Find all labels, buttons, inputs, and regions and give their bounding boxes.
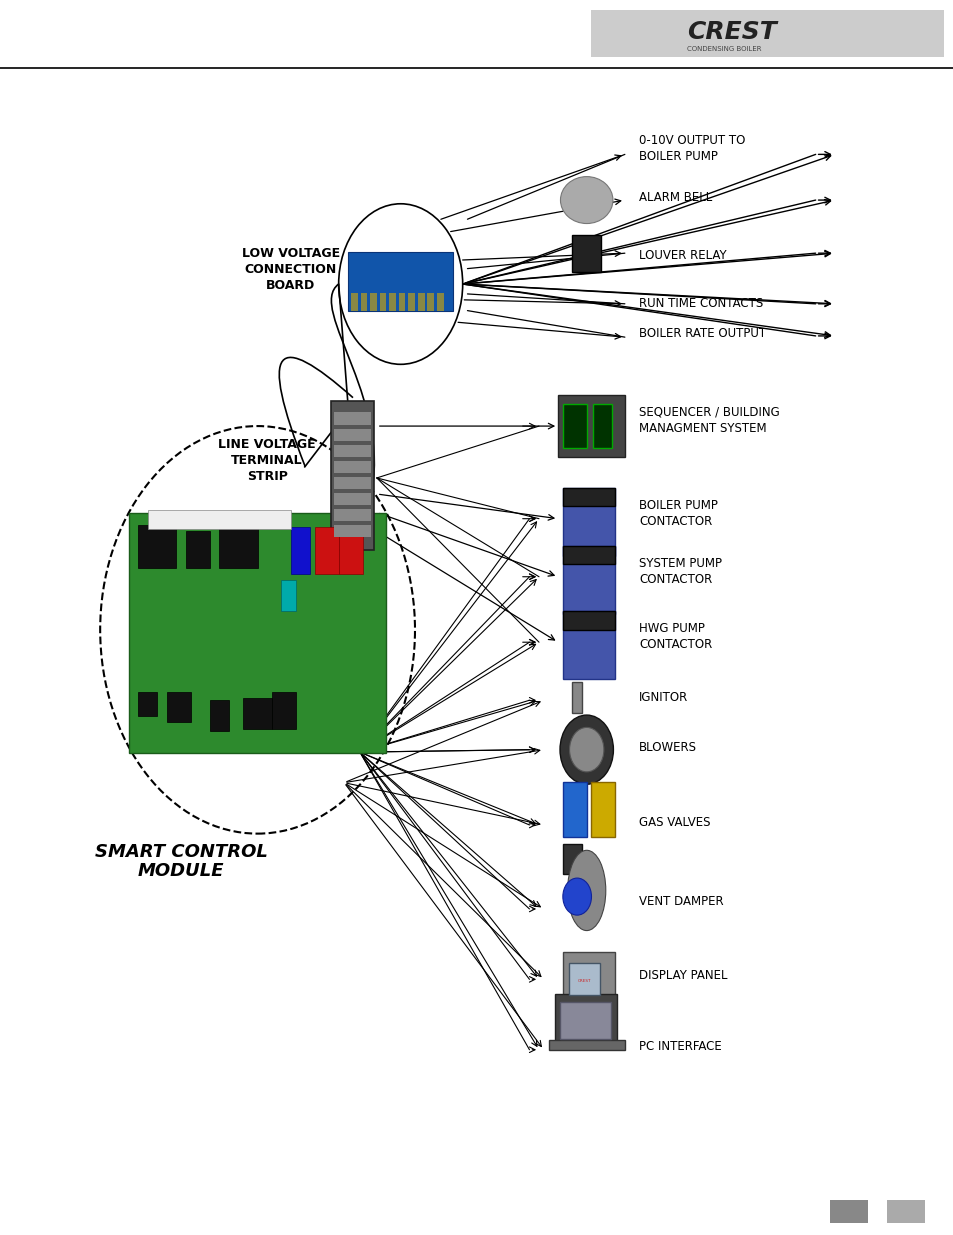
Text: GAS VALVES: GAS VALVES [639, 816, 710, 829]
FancyBboxPatch shape [591, 782, 615, 837]
FancyBboxPatch shape [436, 293, 443, 311]
FancyBboxPatch shape [389, 293, 395, 311]
FancyBboxPatch shape [829, 1200, 867, 1223]
FancyBboxPatch shape [360, 293, 367, 311]
FancyBboxPatch shape [562, 488, 615, 556]
FancyBboxPatch shape [417, 293, 424, 311]
FancyBboxPatch shape [281, 580, 295, 611]
Text: MANAGMENT SYSTEM: MANAGMENT SYSTEM [639, 422, 766, 435]
FancyBboxPatch shape [886, 1200, 924, 1223]
Text: BOILER PUMP: BOILER PUMP [639, 151, 718, 163]
Circle shape [559, 715, 613, 784]
FancyBboxPatch shape [138, 692, 157, 716]
Text: ALARM BELL: ALARM BELL [639, 191, 712, 204]
Text: CONTACTOR: CONTACTOR [639, 638, 712, 651]
FancyBboxPatch shape [427, 293, 434, 311]
Text: BLOWERS: BLOWERS [639, 741, 697, 753]
Text: CREST: CREST [686, 20, 776, 44]
FancyBboxPatch shape [559, 1002, 610, 1039]
FancyBboxPatch shape [334, 509, 371, 521]
FancyBboxPatch shape [555, 994, 617, 1044]
FancyBboxPatch shape [370, 293, 376, 311]
Text: LOUVER RELAY: LOUVER RELAY [639, 249, 726, 262]
Text: RUN TIME CONTACTS: RUN TIME CONTACTS [639, 298, 762, 310]
Text: CONTACTOR: CONTACTOR [639, 573, 712, 585]
FancyBboxPatch shape [562, 546, 615, 564]
FancyBboxPatch shape [219, 513, 257, 568]
FancyBboxPatch shape [186, 531, 210, 568]
FancyBboxPatch shape [562, 611, 615, 630]
FancyBboxPatch shape [334, 493, 371, 505]
FancyBboxPatch shape [408, 293, 415, 311]
Text: LOW VOLTAGE: LOW VOLTAGE [242, 247, 339, 259]
FancyBboxPatch shape [291, 527, 310, 574]
FancyBboxPatch shape [334, 445, 371, 457]
Text: VENT DAMPER: VENT DAMPER [639, 895, 723, 908]
FancyBboxPatch shape [331, 401, 374, 550]
FancyBboxPatch shape [562, 546, 615, 614]
FancyBboxPatch shape [562, 782, 586, 837]
Text: HWG PUMP: HWG PUMP [639, 622, 704, 635]
Ellipse shape [567, 850, 605, 931]
FancyBboxPatch shape [167, 692, 191, 722]
FancyBboxPatch shape [334, 525, 371, 537]
FancyBboxPatch shape [243, 698, 272, 729]
FancyBboxPatch shape [568, 963, 599, 995]
FancyBboxPatch shape [138, 525, 176, 568]
FancyBboxPatch shape [572, 235, 600, 272]
Text: LINE VOLTAGE: LINE VOLTAGE [218, 438, 315, 451]
FancyBboxPatch shape [398, 293, 405, 311]
FancyBboxPatch shape [562, 488, 615, 506]
Text: CREST: CREST [578, 978, 591, 983]
Text: BOILER PUMP: BOILER PUMP [639, 499, 718, 511]
FancyBboxPatch shape [272, 692, 295, 729]
FancyBboxPatch shape [334, 429, 371, 441]
FancyBboxPatch shape [379, 293, 386, 311]
FancyBboxPatch shape [562, 611, 615, 679]
FancyBboxPatch shape [593, 404, 612, 448]
FancyBboxPatch shape [562, 404, 586, 448]
FancyBboxPatch shape [334, 461, 371, 473]
Circle shape [569, 727, 603, 772]
FancyBboxPatch shape [562, 952, 615, 1007]
Text: BOILER RATE OUTPUT: BOILER RATE OUTPUT [639, 327, 765, 340]
FancyBboxPatch shape [562, 844, 581, 874]
Circle shape [562, 878, 591, 915]
Text: BOARD: BOARD [266, 279, 315, 291]
Text: IGNITOR: IGNITOR [639, 692, 688, 704]
FancyBboxPatch shape [548, 1040, 624, 1050]
Text: MODULE: MODULE [138, 862, 224, 879]
FancyBboxPatch shape [591, 10, 943, 57]
Text: SYSTEM PUMP: SYSTEM PUMP [639, 557, 721, 569]
FancyBboxPatch shape [129, 513, 386, 753]
Text: PC INTERFACE: PC INTERFACE [639, 1040, 721, 1052]
Text: 0-10V OUTPUT TO: 0-10V OUTPUT TO [639, 135, 745, 147]
FancyBboxPatch shape [351, 293, 357, 311]
FancyBboxPatch shape [148, 510, 291, 529]
FancyBboxPatch shape [334, 412, 371, 425]
FancyBboxPatch shape [334, 477, 371, 489]
Text: SEQUENCER / BUILDING: SEQUENCER / BUILDING [639, 406, 780, 419]
Text: DISPLAY PANEL: DISPLAY PANEL [639, 969, 727, 982]
Text: CONDENSING BOILER: CONDENSING BOILER [686, 47, 760, 52]
FancyBboxPatch shape [210, 700, 229, 731]
FancyBboxPatch shape [314, 527, 338, 574]
FancyBboxPatch shape [338, 527, 362, 574]
Text: TERMINAL: TERMINAL [231, 454, 303, 467]
Ellipse shape [559, 177, 612, 224]
Text: SMART CONTROL: SMART CONTROL [94, 844, 268, 861]
FancyBboxPatch shape [558, 395, 624, 457]
Text: CONTACTOR: CONTACTOR [639, 515, 712, 527]
FancyBboxPatch shape [572, 682, 581, 713]
Text: CONNECTION: CONNECTION [245, 263, 336, 275]
Text: STRIP: STRIP [247, 471, 287, 483]
FancyBboxPatch shape [348, 252, 453, 311]
